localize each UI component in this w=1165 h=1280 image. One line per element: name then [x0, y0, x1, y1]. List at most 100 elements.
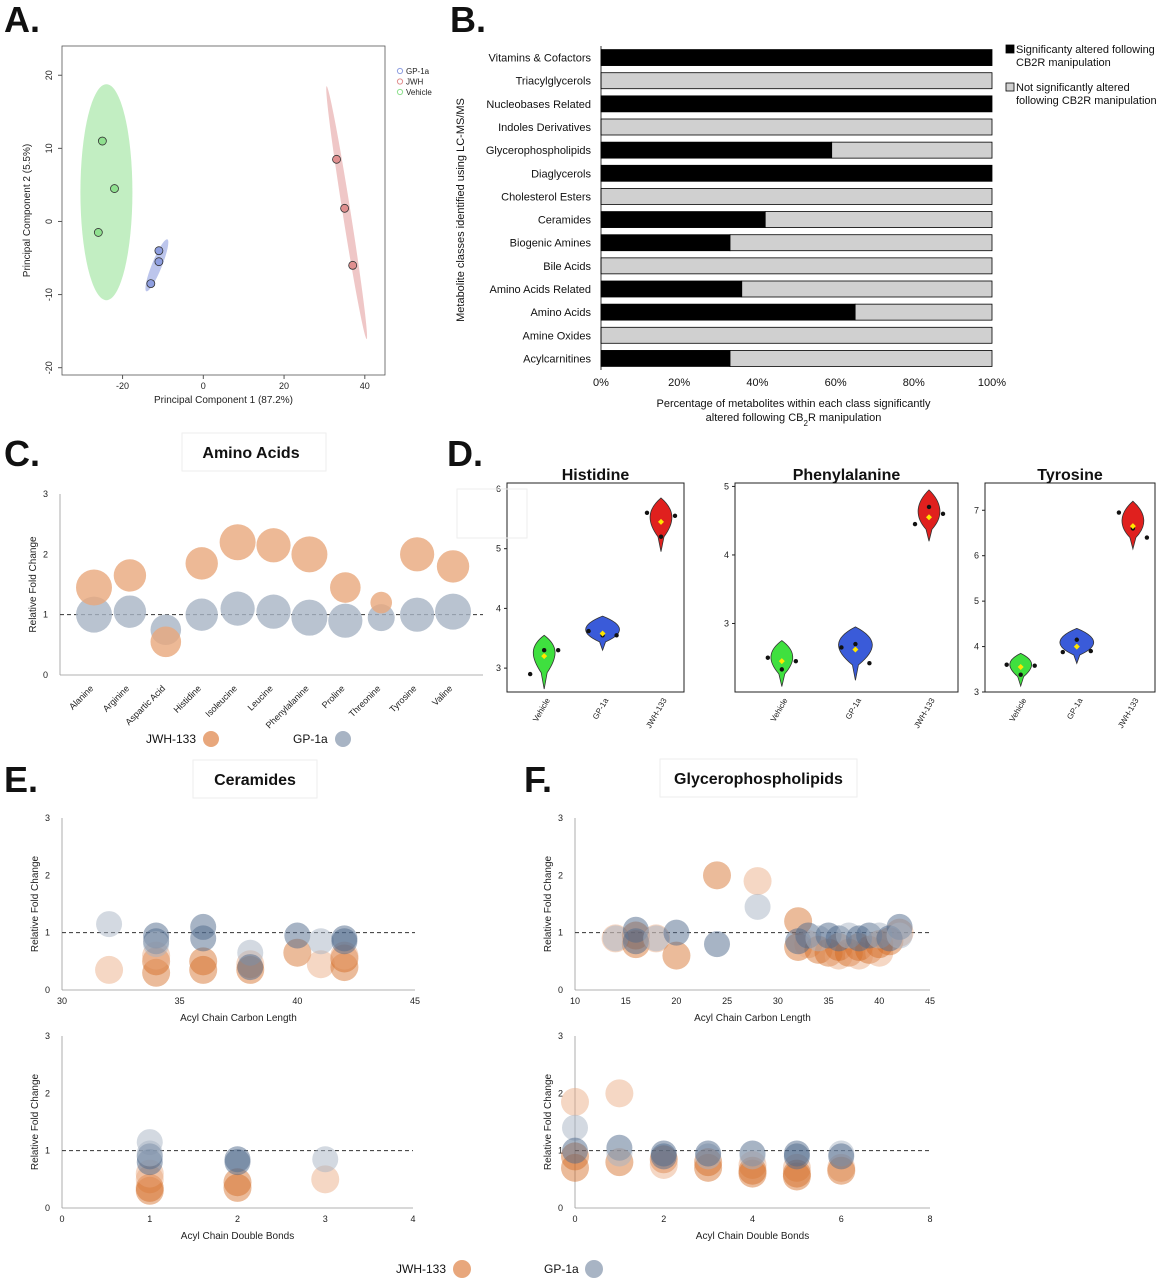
amino-category-label: Histidine [172, 683, 203, 714]
bar-legend-line2: CB2R manipulation [1016, 57, 1111, 69]
violin-frame [506, 482, 685, 693]
ceramide-bonds-ytick-label: 3 [45, 1031, 50, 1041]
violin-category-label: JWH-133 [912, 696, 937, 730]
pca-ytick-label: -10 [44, 288, 54, 301]
violin-empty-box [456, 488, 528, 539]
gpl-bonds-ytick-label: 0 [558, 1203, 563, 1213]
violin-ytick-label: 5 [974, 596, 979, 606]
gpl-bonds-ylabel: Relative Fold Change [543, 1073, 554, 1170]
gpl-carbon-jwh-bubble [703, 861, 731, 890]
gpl-bonds-gp1a-bubble [739, 1143, 766, 1170]
bar-legend-swatch [1005, 44, 1015, 54]
bar-not-significant [831, 141, 993, 159]
amino-acids-bubble-chart: Amino Acids 0 1 2 3 Relative Fold Change Alani… [28, 432, 483, 747]
bottom-legend: JWH-133 GP-1a [396, 1260, 603, 1278]
bar-significant [600, 95, 993, 113]
bar-not-significant [600, 72, 993, 90]
amino-bubble [370, 591, 393, 614]
amino-bubble [400, 597, 435, 632]
amino-legend-jwh: JWH-133 [146, 732, 196, 746]
ceramide-bonds-jwh-bubble [223, 1168, 252, 1197]
ceramide-carbon-jwh-bubble [330, 953, 359, 982]
ceramide-carbon-gp1a-bubble [143, 931, 170, 958]
violin-ytick-label: 7 [974, 505, 979, 515]
violin-point [793, 658, 799, 664]
violin-mean-marker [657, 518, 664, 525]
violin-point [541, 648, 547, 653]
violin-frame [984, 482, 1156, 693]
ceramide-carbon-gp1a-bubble [96, 911, 123, 938]
violin-point [555, 648, 561, 653]
gpl-bonds-xtick-label: 4 [750, 1214, 755, 1224]
bar-category-label: Diaglycerols [531, 168, 591, 180]
pca-frame [61, 45, 386, 376]
ceramide-carbon-ytick-label: 1 [45, 928, 50, 938]
ceramide-bonds-jwh-bubble [223, 1173, 252, 1202]
amino-ytick-label: 0 [43, 670, 48, 680]
gpl-carbon-gp1a-bubble [704, 931, 730, 958]
violin-category-label: GP-1a [591, 696, 611, 721]
ceramide-bonds-gp1a-bubble [224, 1149, 251, 1176]
gpl-carbon-title: Glycerophospholipids [674, 771, 843, 788]
bottom-legend-jwh-label: JWH-133 [396, 1262, 446, 1276]
amino-ylabel: Relative Fold Change [28, 536, 39, 633]
ceramide-carbon-jwh-bubble [189, 955, 218, 984]
gpl-carbon-xtick-label: 40 [874, 996, 884, 1006]
pca-xtick-label: -20 [116, 381, 129, 391]
ceramide-bonds-xtick-label: 2 [235, 1214, 240, 1224]
pca-ytick-label: 20 [44, 70, 54, 80]
ceramide-carbon-jwh-bubble [95, 955, 124, 984]
ceramide-carbon-xtick-label: 45 [410, 996, 420, 1006]
gpl-bonds-jwh-bubble [561, 1087, 589, 1116]
violin-point [614, 633, 619, 638]
gpl-carbon-gp1a-bubble [744, 893, 771, 920]
ceramide-carbon-gp1a-bubble [190, 925, 217, 952]
gpl-carbon-xtick-label: 15 [621, 996, 631, 1006]
bar-not-significant [600, 326, 993, 344]
violin-mean-marker [541, 653, 548, 660]
bar-significant [600, 164, 993, 182]
gpl-bonds-ytick-label: 3 [558, 1031, 563, 1041]
violin-plots: Histidine 3 4 5 6 Vehicle GP-1a JWH-133 Phenylal… [456, 467, 1156, 730]
amino-ytick-label: 1 [43, 610, 48, 620]
violin-shape [532, 634, 556, 690]
bar-category-label: Biogenic Amines [510, 238, 592, 250]
gpl-carbon-ylabel: Relative Fold Change [543, 855, 554, 952]
violin-category-label: GP-1a [1065, 696, 1085, 721]
ceramide-bonds-ytick-label: 1 [45, 1146, 50, 1156]
violin-category-label: Vehicle [1008, 696, 1029, 723]
ceramide-carbon-gp1a-bubble [237, 954, 264, 981]
pca-xtick-label: 20 [279, 381, 289, 391]
ceramide-carbon-gp1a-bubble [331, 925, 358, 952]
gpl-bonds-jwh-bubble [782, 1162, 811, 1191]
gpl-carbon-ytick-label: 2 [558, 870, 563, 880]
bar-significant [600, 350, 731, 367]
panel-b-letter: B. [450, 0, 486, 40]
gpl-bonds-gp1a-bubble [562, 1137, 588, 1164]
bar-xtick-label: 80% [903, 377, 925, 389]
pca-xtick-label: 0 [201, 381, 206, 391]
pca-legend-swatch [396, 78, 404, 85]
violin-point [1018, 672, 1023, 677]
bar-category-label: Glycerophospholipids [486, 145, 592, 157]
gpl-carbon-gp1a-bubble [886, 922, 913, 949]
bar-category-label: Triacylglycerols [516, 76, 592, 88]
pca-ytick-label: -20 [44, 361, 54, 374]
pca-point [146, 279, 156, 289]
bar-category-label: Amino Acids [530, 307, 591, 319]
bar-significant [600, 234, 731, 252]
amino-category-label: Tyrosine [387, 683, 418, 714]
bar-category-label: Vitamins & Cofactors [488, 53, 591, 65]
violin-mean-marker [1073, 643, 1080, 650]
amino-bubble [328, 603, 363, 638]
bottom-legend-gp1a-swatch [585, 1260, 603, 1278]
gpl-carbon-xlabel: Acyl Chain Carbon Length [694, 1013, 811, 1024]
gpl-carbon-ytick-label: 0 [558, 985, 563, 995]
violin-category-label: GP-1a [844, 696, 864, 721]
violin-category-label: JWH-133 [644, 696, 669, 730]
bar-xtick-label: 0% [593, 377, 609, 389]
amino-legend-gp1a-swatch [335, 731, 351, 747]
panel-d-letter: D. [447, 433, 483, 474]
ceramide-bonds-jwh-bubble [311, 1165, 340, 1194]
violin-mean-marker [1129, 523, 1136, 530]
